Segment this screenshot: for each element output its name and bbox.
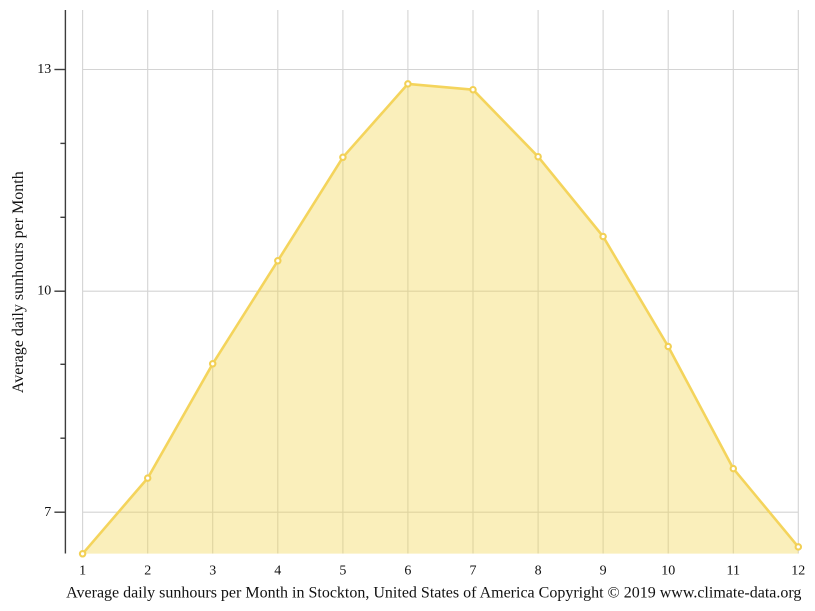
- svg-text:12: 12: [791, 564, 805, 579]
- svg-text:6: 6: [404, 564, 411, 579]
- svg-text:Average daily sunhours per Mon: Average daily sunhours per Month: [10, 171, 27, 393]
- svg-text:10: 10: [37, 284, 51, 299]
- svg-text:5: 5: [339, 564, 346, 579]
- svg-text:11: 11: [727, 564, 740, 579]
- svg-text:1: 1: [79, 564, 86, 579]
- svg-text:13: 13: [37, 62, 51, 77]
- svg-text:7: 7: [470, 564, 477, 579]
- svg-text:4: 4: [274, 564, 281, 579]
- svg-text:Average daily sunhours per Mon: Average daily sunhours per Month in Stoc…: [66, 585, 801, 602]
- svg-text:2: 2: [144, 564, 151, 579]
- svg-text:3: 3: [209, 564, 216, 579]
- svg-text:7: 7: [44, 505, 51, 520]
- svg-text:8: 8: [535, 564, 542, 579]
- svg-text:10: 10: [661, 564, 675, 579]
- svg-text:9: 9: [600, 564, 607, 579]
